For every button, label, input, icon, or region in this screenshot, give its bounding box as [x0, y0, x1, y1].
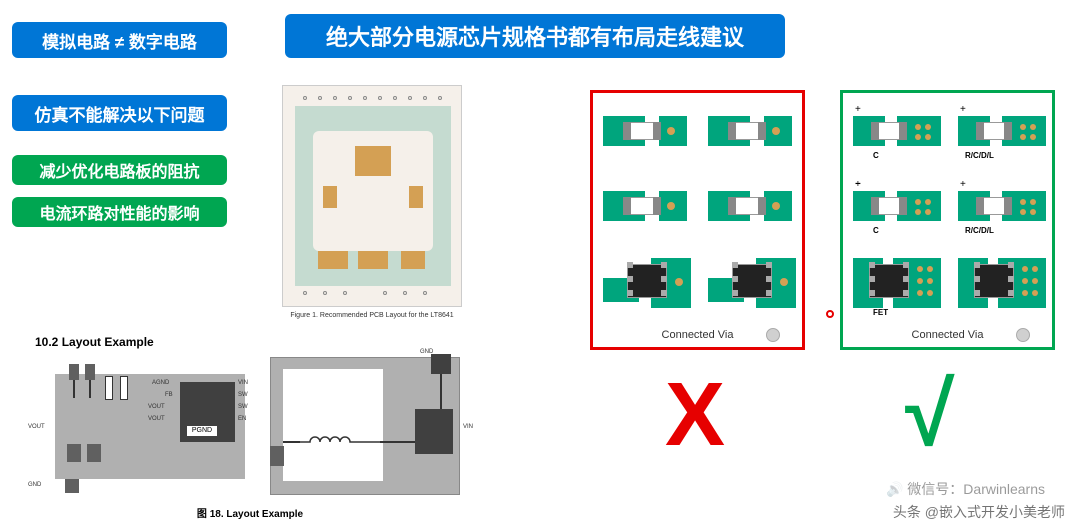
via-dot-icon — [1016, 328, 1030, 342]
good-mark: √ — [905, 370, 954, 460]
via-dot-icon — [766, 328, 780, 342]
component-cell — [853, 248, 943, 318]
component-cell — [708, 173, 798, 243]
component-label: FET — [873, 308, 888, 317]
pgnd-label: PGND — [187, 426, 217, 436]
component-cell: + — [853, 173, 943, 243]
component-cell — [708, 248, 798, 318]
pcb-figure — [282, 85, 462, 307]
layout-diagram: PGND VOUT GND GND VIN AGND FB VOUT VOUT … — [25, 354, 475, 499]
accent-dot — [826, 310, 834, 318]
panel-good: + + + + — [840, 90, 1055, 350]
layout-caption: 图 18. Layout Example — [25, 505, 475, 520]
badge-reduce-impedance: 减少优化电路板的阻抗 — [12, 155, 227, 185]
bad-mark: X — [665, 370, 725, 460]
pcb-caption: Figure 1. Recommended PCB Layout for the… — [282, 312, 462, 319]
component-cell: + — [853, 98, 943, 168]
component-label: R/C/D/L — [965, 226, 994, 235]
main-watermark: 头条 @嵌入式开发小美老师 — [893, 502, 1065, 522]
component-cell — [603, 173, 693, 243]
component-cell — [958, 248, 1048, 318]
layout-section-title: 10.2 Layout Example — [35, 335, 154, 349]
component-cell — [708, 98, 798, 168]
badge-loop-effect: 电流环路对性能的影响 — [12, 197, 227, 227]
component-label: R/C/D/L — [965, 151, 994, 160]
badge-sim-problem: 仿真不能解决以下问题 — [12, 95, 227, 131]
component-label: C — [873, 226, 879, 235]
badge-title: 绝大部分电源芯片规格书都有布局走线建议 — [285, 14, 785, 58]
panel-bad: Connected Via — [590, 90, 805, 350]
wechat-watermark: 🔊 微信号：Darwinlearns — [886, 479, 1045, 499]
badge-analog-vs-digital: 模拟电路 ≠ 数字电路 — [12, 22, 227, 58]
component-cell — [603, 98, 693, 168]
component-label: C — [873, 151, 879, 160]
component-cell — [603, 248, 693, 318]
